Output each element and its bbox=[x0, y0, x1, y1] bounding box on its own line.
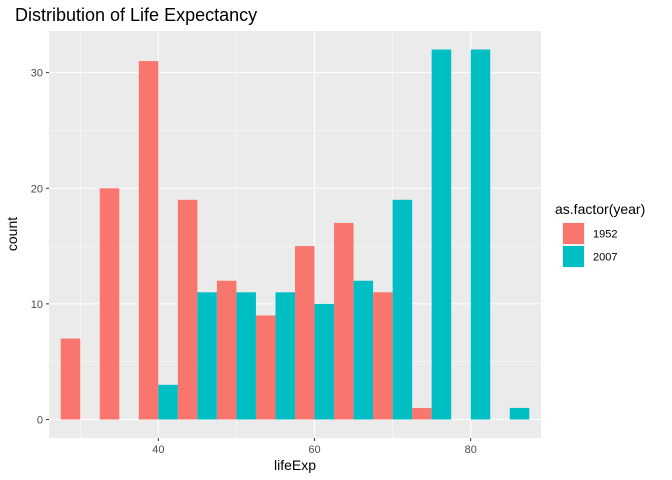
y-tick-label: 30 bbox=[31, 68, 43, 80]
y-tick-label: 0 bbox=[37, 415, 43, 427]
x-tick-label: 80 bbox=[465, 444, 477, 456]
histogram-bars bbox=[60, 49, 530, 420]
bar-2007-70 bbox=[392, 199, 413, 420]
bar-2007-85 bbox=[509, 407, 530, 420]
x-tick-label: 60 bbox=[308, 444, 320, 456]
chart-title: Distribution of Life Expectancy bbox=[15, 5, 257, 25]
y-tick-label: 20 bbox=[31, 183, 43, 195]
x-tick-label: 40 bbox=[152, 444, 164, 456]
bar-2007-40 bbox=[158, 384, 178, 420]
legend-label-2007: 2007 bbox=[593, 252, 617, 264]
legend-title: as.factor(year) bbox=[555, 201, 645, 217]
bar-2007-65 bbox=[353, 280, 374, 420]
bar-1952-35 bbox=[99, 188, 120, 420]
legend: as.factor(year) 1952 2007 bbox=[555, 201, 645, 268]
bar-1952-70 bbox=[373, 292, 393, 420]
y-tick-label: 10 bbox=[31, 299, 43, 311]
y-axis-title: count bbox=[4, 217, 20, 251]
y-axis: 0 10 20 30 bbox=[31, 68, 49, 427]
bar-1952-40 bbox=[138, 61, 159, 420]
legend-label-1952: 1952 bbox=[593, 229, 617, 241]
bar-1952-75 bbox=[412, 407, 432, 420]
bar-2007-50 bbox=[236, 292, 256, 420]
bar-2007-45 bbox=[197, 292, 217, 420]
bar-2007-60 bbox=[314, 303, 335, 420]
legend-swatch-1952 bbox=[563, 223, 584, 244]
bar-1952-50 bbox=[216, 280, 237, 420]
x-axis: 40 60 80 bbox=[152, 438, 477, 456]
bar-2007-55 bbox=[275, 292, 295, 420]
bar-2007-75 bbox=[431, 49, 452, 420]
bar-1952-45 bbox=[177, 199, 198, 420]
bar-1952-55 bbox=[255, 315, 276, 420]
bar-1952-65 bbox=[334, 222, 354, 420]
bar-1952-30 bbox=[60, 338, 81, 420]
legend-swatch-2007 bbox=[563, 246, 584, 267]
legend-items: 1952 2007 bbox=[562, 222, 617, 268]
x-axis-title: lifeExp bbox=[274, 457, 316, 473]
bar-1952-60 bbox=[295, 246, 315, 420]
bar-2007-80 bbox=[470, 49, 491, 420]
